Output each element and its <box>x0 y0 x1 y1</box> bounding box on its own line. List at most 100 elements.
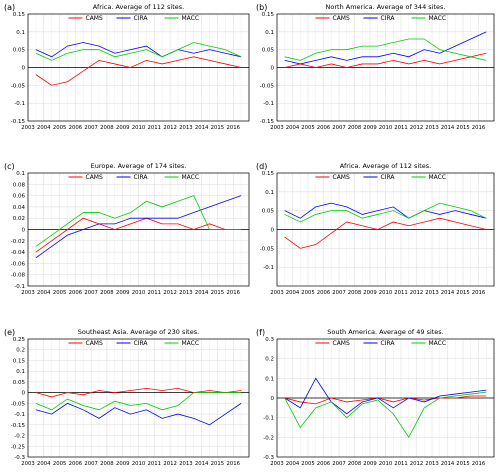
panel-label: (d) <box>256 162 267 171</box>
y-tick-label: -0.06 <box>11 261 26 267</box>
y-tick-label: -0.25 <box>11 444 26 450</box>
x-tick-label: 2003 <box>21 125 34 131</box>
y-tick-label: 0 <box>271 396 275 402</box>
legend: CAMS CIRA MACC <box>315 340 447 347</box>
y-tick-label: 0.1 <box>16 171 25 177</box>
y-tick-label: -0.08 <box>11 273 26 279</box>
y-tick-label: 0.1 <box>265 190 274 196</box>
y-tick-label: -0.04 <box>11 250 26 256</box>
y-tick-label: -0.1 <box>263 101 274 107</box>
series-line-macc <box>35 195 242 247</box>
y-tick-label: -0.15 <box>260 119 275 125</box>
legend-label: CAMS <box>86 15 103 22</box>
legend-label: CIRA <box>134 174 149 181</box>
x-tick-label: 2010 <box>132 461 146 467</box>
panel-5: (e) Southeast Asia. Average of 230 sites.… <box>4 328 250 467</box>
x-tick-label: 2011 <box>394 290 407 296</box>
x-tick-label: 2009 <box>116 290 129 296</box>
series-line-cams <box>284 395 487 405</box>
series-line-cira <box>284 31 487 65</box>
x-tick-label: 2015 <box>211 125 224 131</box>
x-tick-label: 2015 <box>211 461 224 467</box>
x-tick-label: 2009 <box>116 125 129 131</box>
chart-title: North America. Average of 344 sites. <box>326 3 446 11</box>
chart-title: Africa. Average of 112 sites. <box>340 162 431 170</box>
x-tick-label: 2006 <box>317 461 331 467</box>
y-tick-label: 0 <box>22 391 26 397</box>
panel-3: (c) Europe. Average of 174 sites. -0.1 -0.0… <box>4 162 250 296</box>
legend-label: CAMS <box>333 15 350 22</box>
x-tick-label: 2003 <box>270 125 283 131</box>
legend-label: CAMS <box>333 340 350 347</box>
x-tick-label: 2016 <box>226 125 240 131</box>
y-tick-label: -0.15 <box>11 423 26 429</box>
x-tick-label: 2006 <box>317 125 331 131</box>
x-tick-label: 2007 <box>332 461 345 467</box>
x-tick-label: 2005 <box>301 125 314 131</box>
x-tick-label: 2016 <box>472 290 486 296</box>
y-tick-label: 0.25 <box>13 337 26 343</box>
plot-frame <box>276 338 495 458</box>
x-tick-label: 2009 <box>363 290 376 296</box>
y-tick-label: 0.02 <box>13 216 25 222</box>
y-tick-label: -0.05 <box>11 83 26 89</box>
x-tick-label: 2016 <box>472 461 486 467</box>
x-tick-label: 2003 <box>21 290 34 296</box>
y-tick-label: 0.1 <box>265 30 274 36</box>
x-tick-label: 2014 <box>441 461 455 467</box>
x-tick-label: 2016 <box>226 461 240 467</box>
y-tick-label: 0.15 <box>13 358 26 364</box>
legend-label: CIRA <box>381 174 396 181</box>
y-tick-label: -0.02 <box>11 239 25 245</box>
x-tick-label: 2010 <box>132 290 146 296</box>
x-tick-label: 2004 <box>286 125 300 131</box>
y-tick-label: 0 <box>22 228 26 234</box>
series-line-cira <box>284 377 487 415</box>
plot-frame <box>276 13 495 122</box>
x-tick-label: 2008 <box>348 125 362 131</box>
legend-label: MACC <box>429 15 447 22</box>
y-tick-label: 0 <box>271 228 275 234</box>
x-tick-label: 2008 <box>348 290 362 296</box>
series-line-macc <box>284 38 487 61</box>
y-tick-label: -0.1 <box>14 412 25 418</box>
legend-label: MACC <box>429 340 447 347</box>
panel-1: (a) Africa. Average of 112 sites. -0.15 -0.… <box>4 3 250 131</box>
x-tick-label: 2004 <box>37 125 51 131</box>
panel-label: (c) <box>4 162 15 171</box>
x-tick-label: 2012 <box>410 290 423 296</box>
x-tick-label: 2012 <box>410 125 423 131</box>
x-tick-label: 2011 <box>394 461 407 467</box>
x-tick-label: 2004 <box>286 290 300 296</box>
y-tick-label: 0.05 <box>13 48 26 54</box>
x-tick-label: 2015 <box>456 125 469 131</box>
panel-label: (e) <box>4 328 15 337</box>
x-tick-label: 2007 <box>332 290 345 296</box>
legend-label: CIRA <box>381 15 396 22</box>
y-tick-label: -0.2 <box>263 435 274 441</box>
y-tick-label: 0.15 <box>262 171 275 177</box>
x-tick-label: 2008 <box>348 461 362 467</box>
y-tick-label: 0.2 <box>265 357 274 363</box>
x-tick-label: 2008 <box>100 461 114 467</box>
y-tick-label: -0.1 <box>263 416 274 422</box>
x-tick-label: 2014 <box>441 125 455 131</box>
x-tick-label: 2011 <box>148 461 161 467</box>
x-tick-label: 2007 <box>84 461 97 467</box>
series-line-macc <box>35 42 242 61</box>
legend-label: MACC <box>429 174 447 181</box>
x-tick-label: 2014 <box>195 461 209 467</box>
y-tick-label: -0.2 <box>14 434 25 440</box>
x-tick-label: 2007 <box>84 290 97 296</box>
x-tick-label: 2005 <box>53 125 66 131</box>
chart-title: Africa. Average of 112 sites. <box>93 3 184 11</box>
x-tick-label: 2014 <box>195 290 209 296</box>
x-tick-label: 2005 <box>53 290 66 296</box>
x-tick-label: 2007 <box>84 125 97 131</box>
y-tick-label: -0.1 <box>14 101 25 107</box>
x-tick-label: 2006 <box>69 290 83 296</box>
series-line-cams <box>35 387 242 398</box>
x-tick-label: 2011 <box>394 125 407 131</box>
x-tick-label: 2005 <box>301 461 314 467</box>
